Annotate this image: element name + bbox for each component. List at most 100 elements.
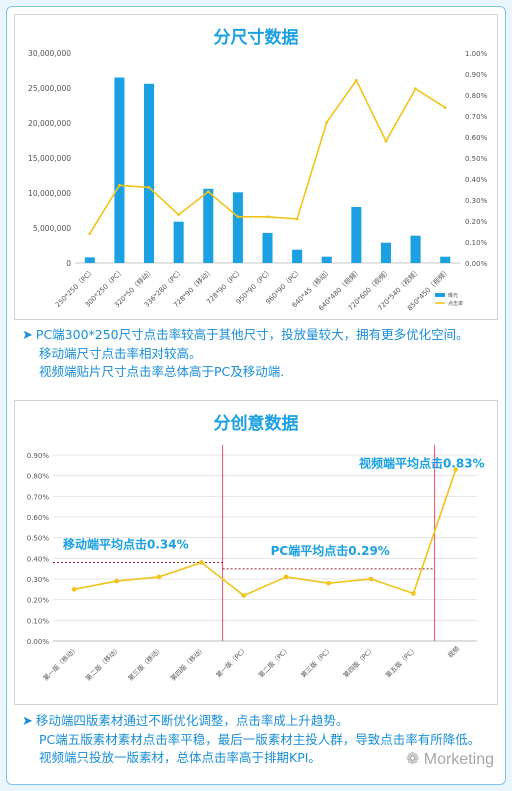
x-tick-label: 第三版（PC）	[299, 644, 334, 679]
y-right-tick-label: 0.60%	[465, 134, 488, 142]
chart-panel-size: 分尺寸数据 0 5,000,000 10,000,000 15,000,000 20,0…	[14, 14, 498, 320]
rate-point	[177, 213, 181, 217]
note-text: 视频端只投放一版素材，总体点击率高于排期KPI。	[39, 750, 321, 765]
y-right-tick-label: 0.90%	[465, 71, 488, 79]
legend-line-label: 点击率	[448, 300, 463, 307]
bar	[173, 221, 184, 263]
y-right-tick-label: 0.30%	[465, 197, 488, 205]
annotation-video-average: 视频端平均点击0.83%	[359, 455, 485, 470]
y-left-tick-label: 20,000,000	[28, 119, 71, 128]
bar	[262, 232, 273, 263]
watermark-text: Morketing	[423, 751, 494, 768]
note-line: 视频端贴片尺寸点击率总体高于PC及移动端.	[22, 363, 502, 381]
bar	[440, 256, 451, 263]
y-right-tick-label: 0.80%	[465, 92, 488, 100]
creative-chart: 0.00% 0.10% 0.20% 0.30% 0.40% 0.50% 0.60% 0.70%…	[27, 445, 485, 683]
x-tick-label: 第四版（PC）	[341, 644, 376, 679]
size-chart: 0 5,000,000 10,000,000 15,000,000 20,000,000…	[28, 49, 488, 312]
rate-point	[147, 186, 151, 189]
bar	[410, 235, 421, 263]
rate-point	[443, 106, 447, 109]
y-tick-label: 0.90%	[27, 452, 50, 460]
ctr-point	[326, 580, 331, 586]
x-tick-label: 第三版（移动）	[126, 644, 165, 683]
chart-title-size: 分尺寸数据	[213, 28, 299, 48]
note-text: 移动端四版素材通过不断优化调整，点击率成上升趋势。	[35, 713, 349, 728]
ctr-point	[368, 576, 374, 582]
bar	[203, 188, 214, 263]
x-tick-label: 视频	[446, 644, 462, 660]
x-tick-label: 第一版（PC）	[214, 644, 249, 679]
bar	[232, 192, 243, 263]
y-tick-label: 0.30%	[27, 576, 50, 584]
arrow-icon: ➤	[22, 714, 33, 729]
rate-point	[266, 215, 269, 219]
x-tick-label: 第一版（移动）	[41, 644, 80, 683]
y-tick-label: 0.20%	[27, 597, 50, 605]
ctr-point	[199, 560, 204, 565]
note-line: 移动端尺寸点击率相对较高。	[22, 345, 502, 363]
bar	[84, 257, 95, 263]
bar	[380, 242, 391, 263]
rate-point	[295, 217, 299, 221]
arrow-icon: ➤	[22, 328, 33, 343]
note-text: 移动端尺寸点击率相对较高。	[39, 346, 202, 361]
notes-size: ➤ PC端300*250尺寸点击率较高于其他尺寸，投放量较大，拥有更多优化空间。 …	[22, 326, 502, 381]
rate-point	[384, 139, 388, 143]
y-right-tick-label: 0.00%	[465, 260, 488, 268]
y-left-tick-label: 30,000,000	[28, 49, 71, 58]
note-text: 视频端贴片尺寸点击率总体高于PC及移动端.	[39, 364, 285, 379]
rate-point	[236, 215, 240, 219]
x-tick-label: 第二版（移动）	[83, 644, 122, 683]
y-left-tick-label: 5,000,000	[33, 224, 71, 233]
ctr-point	[71, 587, 77, 592]
rate-point	[206, 190, 210, 194]
bar	[321, 256, 332, 263]
y-right-tick-label: 0.10%	[465, 239, 488, 247]
rate-point	[414, 87, 417, 91]
chart-title-creative: 分创意数据	[213, 414, 299, 434]
bar	[292, 249, 303, 263]
y-tick-label: 0.10%	[27, 617, 50, 625]
y-tick-label: 0.70%	[27, 493, 50, 501]
y-left-tick-label: 0	[66, 259, 71, 268]
rate-point	[88, 232, 92, 236]
notes-creative: ➤ 移动端四版素材通过不断优化调整，点击率成上升趋势。 PC端五版素材素材点击率平…	[22, 712, 502, 767]
ctr-point	[411, 591, 416, 596]
legend-bar-swatch	[435, 293, 445, 297]
y-tick-label: 0.50%	[27, 535, 50, 543]
note-line: ➤ 移动端四版素材通过不断优化调整，点击率成上升趋势。	[22, 712, 502, 731]
y-right-tick-label: 1.00%	[465, 50, 488, 58]
x-tick-label: 第二版（PC）	[256, 644, 291, 679]
ctr-line	[74, 469, 457, 597]
chart-panel-creative: 分创意数据 0.00% 0.10% 0.20% 0.30% 0.40% 0.50% 0.60…	[14, 400, 498, 705]
rate-point	[118, 183, 121, 187]
note-line: 视频端只投放一版素材，总体点击率高于排期KPI。	[22, 749, 502, 767]
ctr-point	[241, 593, 247, 598]
bar	[144, 83, 155, 263]
y-left-tick-label: 25,000,000	[28, 84, 71, 93]
legend-bar-label: 曝光	[448, 292, 458, 299]
bar	[351, 207, 362, 263]
x-tick-label: 第四版（移动）	[168, 644, 207, 683]
rate-point	[354, 78, 358, 82]
note-text: PC端300*250尺寸点击率较高于其他尺寸，投放量较大，拥有更多优化空间。	[35, 327, 469, 342]
y-left-tick-label: 10,000,000	[28, 189, 71, 198]
ctr-point	[283, 574, 289, 580]
chat-bubble-icon: ❁	[405, 751, 424, 768]
y-tick-label: 0.00%	[27, 638, 50, 646]
note-line: PC端五版素材素材点击率平稳，最后一版素材主投人群，导致点击率有所降低。	[22, 731, 502, 749]
watermark: ❁ Morketing	[406, 749, 494, 769]
note-text: PC端五版素材素材点击率平稳，最后一版素材主投人群，导致点击率有所降低。	[39, 732, 481, 747]
annotation-mobile-average: 移动端平均点击0.34%	[63, 536, 189, 551]
x-tick-label: 第五版（PC）	[383, 644, 418, 679]
note-line: ➤ PC端300*250尺寸点击率较高于其他尺寸，投放量较大，拥有更多优化空间。	[22, 326, 502, 345]
y-right-tick-label: 0.20%	[465, 218, 488, 226]
y-tick-label: 0.80%	[27, 473, 50, 481]
ctr-point	[156, 574, 162, 580]
bar	[114, 77, 125, 263]
y-right-tick-label: 0.40%	[465, 176, 488, 184]
rate-point	[325, 120, 329, 124]
rate-line	[89, 78, 446, 235]
y-left-tick-label: 15,000,000	[28, 154, 71, 163]
